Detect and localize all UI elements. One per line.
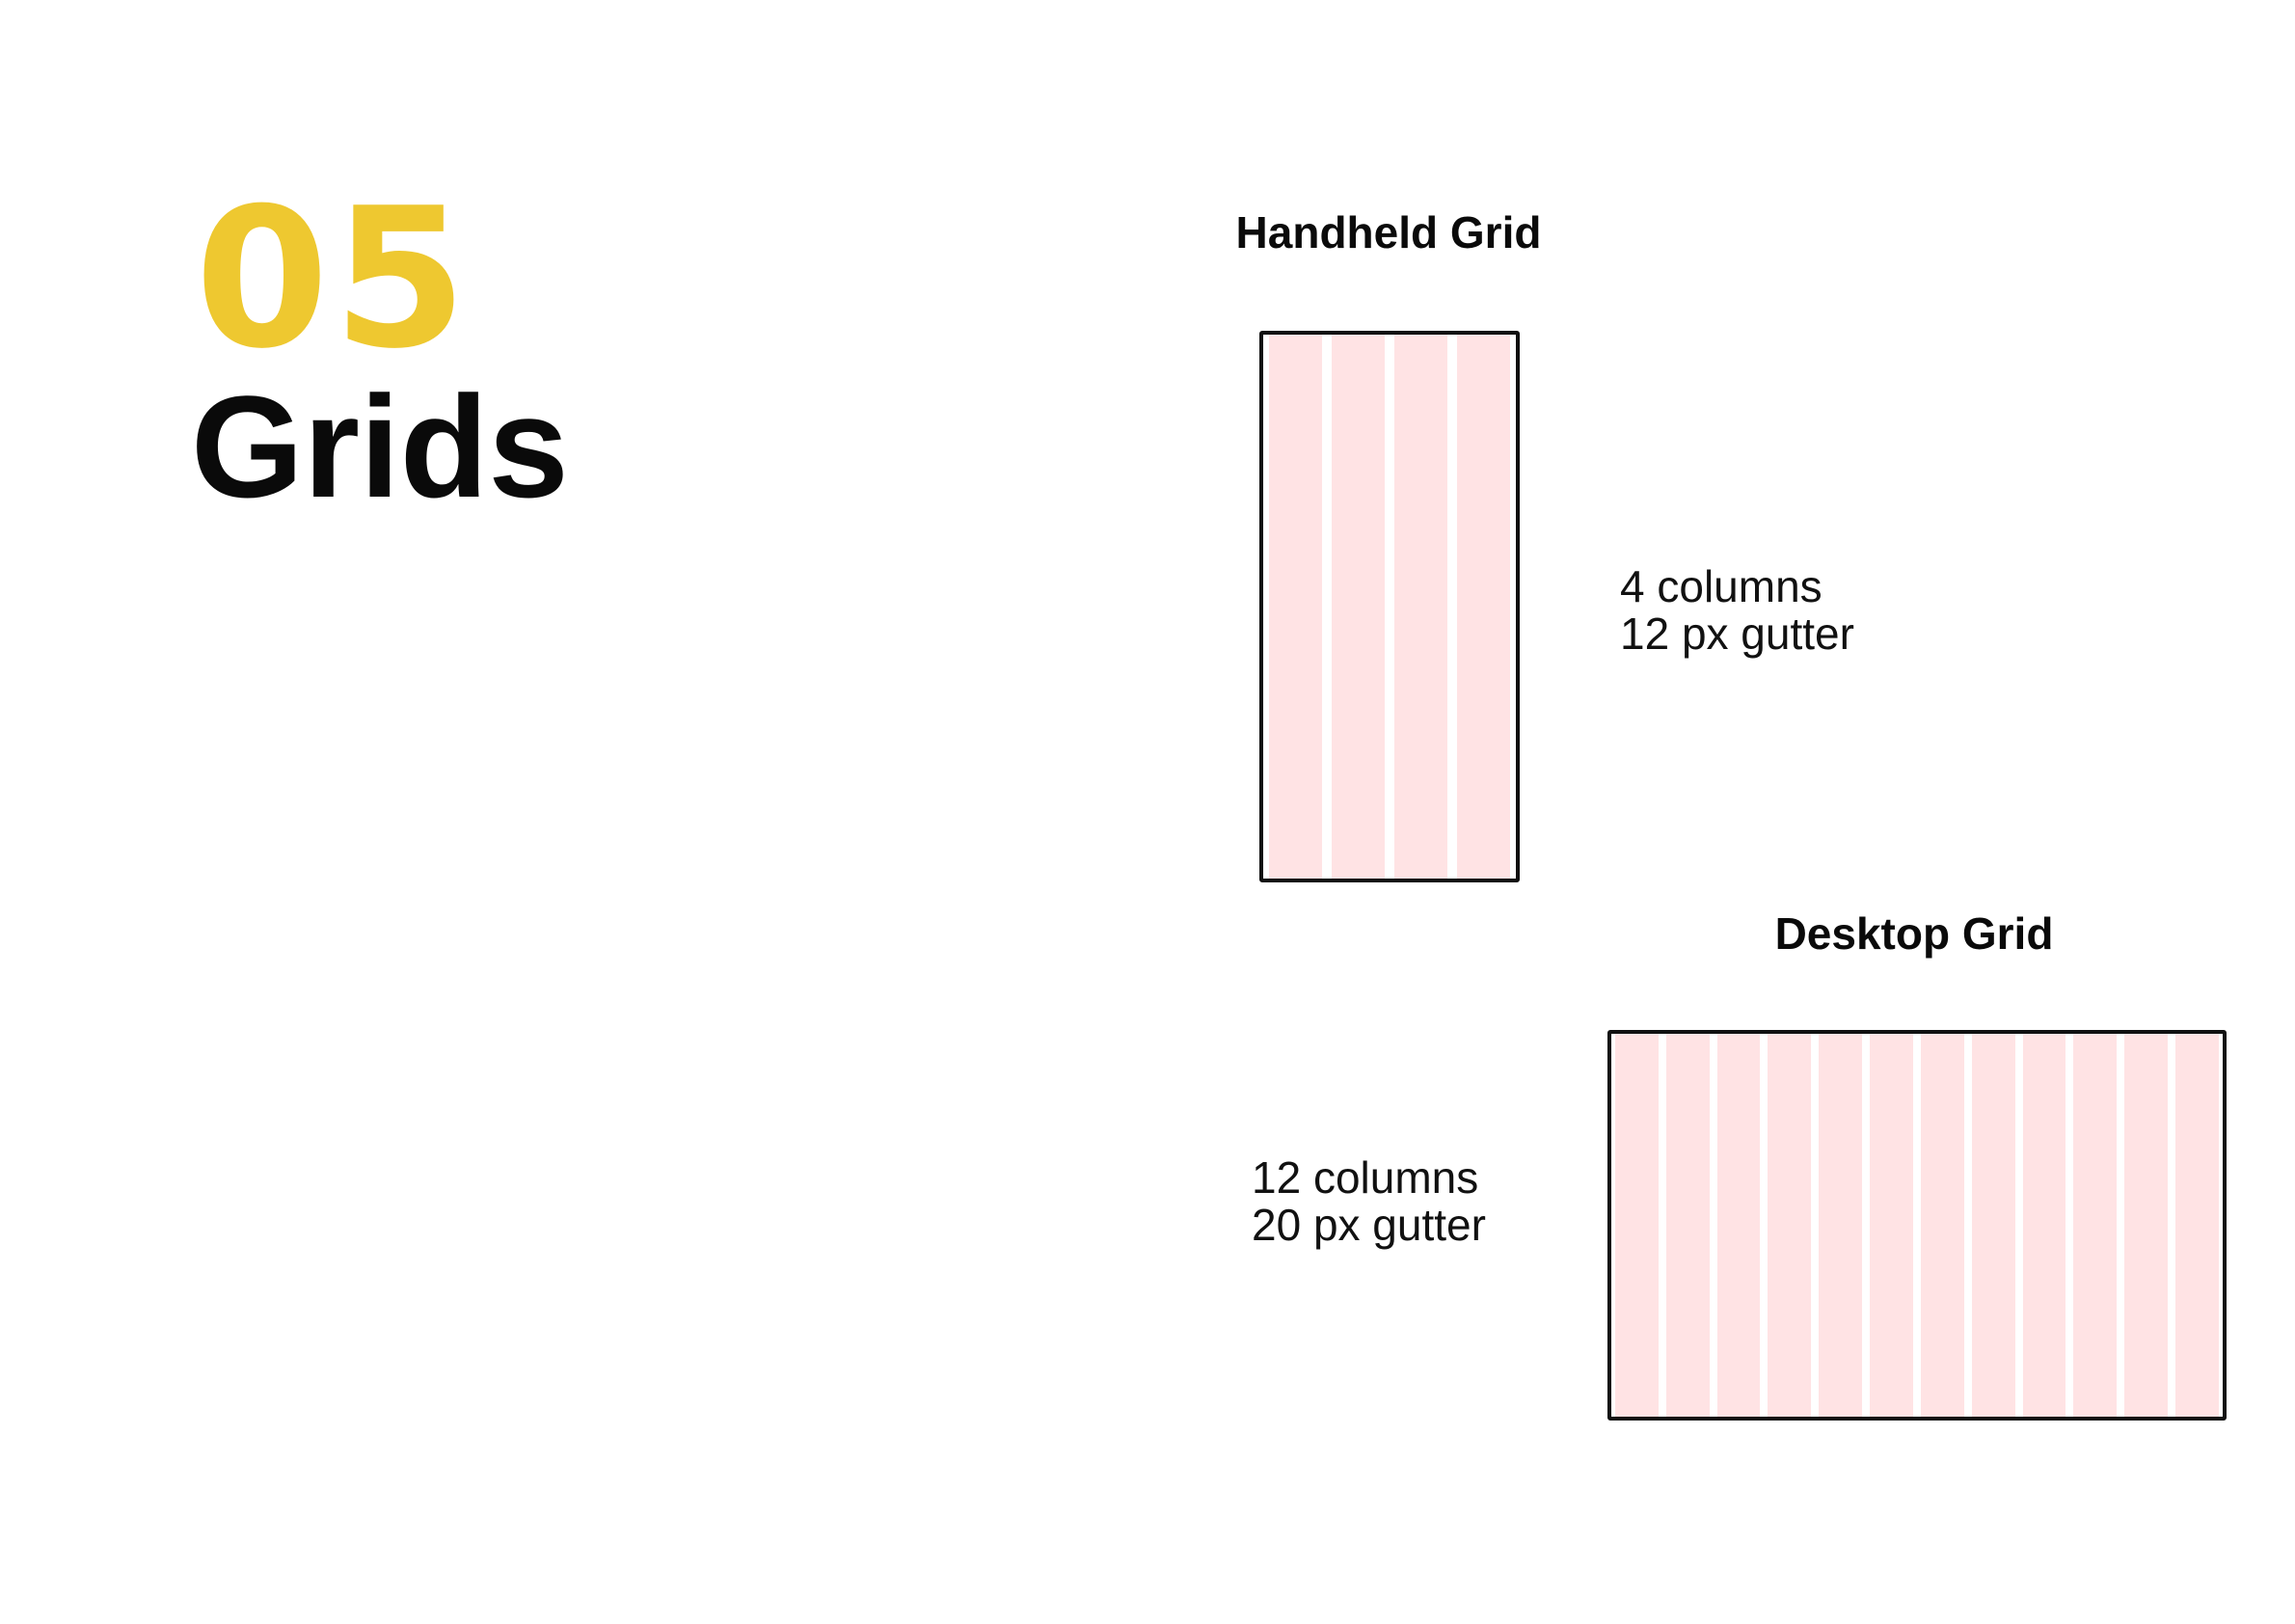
desktop-grid-column xyxy=(2175,1034,2219,1417)
desktop-grid-heading: Desktop Grid xyxy=(1774,908,2054,959)
desktop-grid-diagram xyxy=(1607,1030,2227,1421)
desktop-columns-label: 12 columns xyxy=(1252,1152,1479,1203)
desktop-grid-column xyxy=(1665,1034,1710,1417)
desktop-grid-column xyxy=(1615,1034,1659,1417)
section-number: 05 xyxy=(195,167,472,392)
desktop-grid-column xyxy=(1920,1034,1964,1417)
handheld-gutter-label: 12 px gutter xyxy=(1620,609,1854,659)
handheld-grid-spec: 4 columns 12 px gutter xyxy=(1620,563,1854,658)
section-title: Grids xyxy=(191,365,569,528)
desktop-grid-column xyxy=(1819,1034,1863,1417)
desktop-grid-column xyxy=(2124,1034,2169,1417)
desktop-grid-spec: 12 columns 20 px gutter xyxy=(1252,1154,1486,1249)
desktop-gutter-label: 20 px gutter xyxy=(1252,1200,1486,1250)
handheld-grid-column xyxy=(1457,335,1510,879)
handheld-grid-diagram xyxy=(1259,331,1520,882)
handheld-grid-column xyxy=(1269,335,1322,879)
desktop-grid-column xyxy=(1971,1034,2015,1417)
handheld-grid-heading: Handheld Grid xyxy=(1235,207,1542,257)
desktop-grid-column xyxy=(1716,1034,1761,1417)
desktop-grid-column xyxy=(1870,1034,1913,1417)
desktop-grid-column xyxy=(2073,1034,2118,1417)
handheld-grid-column xyxy=(1332,335,1385,879)
handheld-columns-label: 4 columns xyxy=(1620,561,1822,611)
desktop-grid-column xyxy=(1768,1034,1812,1417)
desktop-grid-column xyxy=(2022,1034,2066,1417)
handheld-grid-column xyxy=(1394,335,1447,879)
